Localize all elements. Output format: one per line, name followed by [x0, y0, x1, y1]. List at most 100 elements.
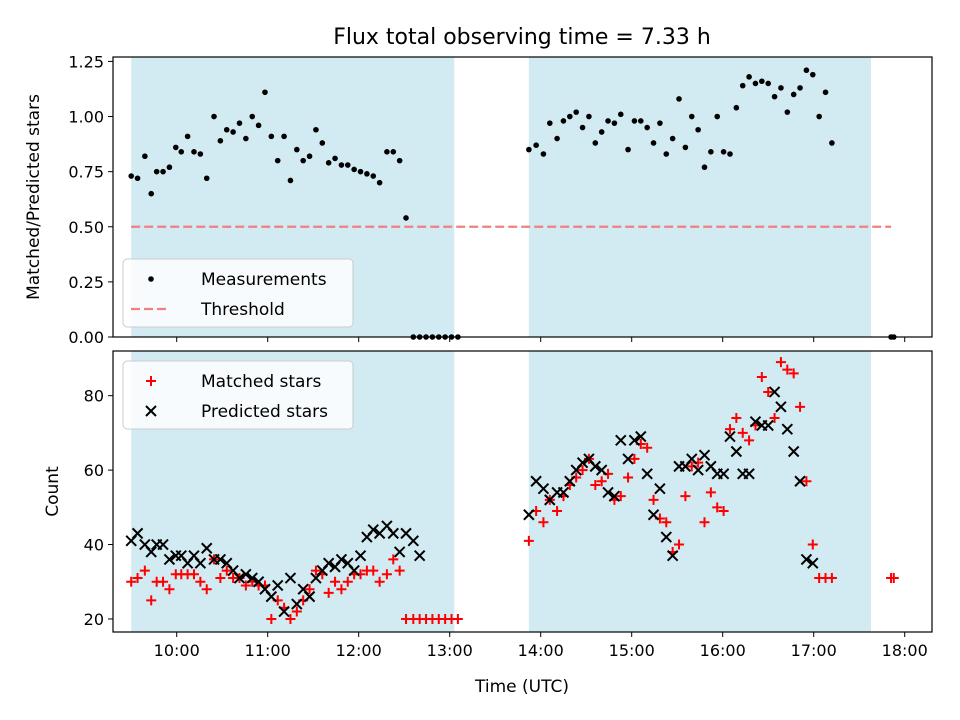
- data-point: [801, 476, 812, 487]
- data-point: [788, 368, 799, 379]
- data-point: [720, 149, 727, 155]
- legend-box: [122, 258, 354, 328]
- x-tick-label: 17:00: [791, 641, 837, 660]
- data-point: [602, 486, 614, 499]
- data-point: [657, 120, 663, 126]
- data-point: [577, 465, 588, 476]
- legend-marker: [148, 276, 154, 282]
- x-tick-label: 13:00: [427, 641, 473, 660]
- data-point: [215, 573, 226, 584]
- data-point: [533, 142, 539, 148]
- data-point: [724, 430, 736, 443]
- data-point: [641, 468, 653, 480]
- data-point: [323, 587, 334, 598]
- data-point: [336, 584, 347, 595]
- data-point: [592, 140, 599, 146]
- data-point: [348, 564, 360, 577]
- data-point: [617, 111, 624, 118]
- data-point: [608, 490, 621, 502]
- data-point: [344, 162, 351, 168]
- legend-box: [122, 360, 354, 430]
- data-point: [795, 401, 806, 412]
- data-point: [682, 144, 689, 151]
- data-point: [589, 460, 602, 473]
- data-point: [638, 118, 644, 124]
- data-point: [211, 113, 217, 120]
- x-tick-label: 18:00: [882, 641, 928, 660]
- data-point: [794, 475, 806, 487]
- data-point: [452, 613, 463, 624]
- data-point: [153, 168, 160, 175]
- x-tick-label: 15:00: [609, 641, 655, 660]
- bottom-panel: 20 40 60 80 10:00 11:00 12:00 13:00 14:00 15:00 16…: [43, 350, 933, 660]
- data-point: [255, 122, 262, 129]
- data-point: [526, 146, 532, 153]
- data-point: [816, 113, 822, 120]
- data-point: [654, 483, 666, 495]
- data-point: [560, 118, 567, 124]
- data-point: [765, 80, 771, 87]
- data-point: [712, 502, 723, 513]
- legend-label: Matched stars: [201, 372, 321, 392]
- data-point: [803, 67, 810, 74]
- data-point: [557, 486, 570, 499]
- data-point: [596, 476, 607, 487]
- data-point: [146, 595, 157, 606]
- data-point: [647, 509, 660, 521]
- data-point: [590, 479, 601, 490]
- y-tick-label: 0.25: [68, 273, 104, 292]
- data-point: [554, 135, 560, 142]
- data-point: [163, 553, 176, 566]
- data-point: [650, 140, 657, 146]
- data-point: [552, 506, 563, 517]
- data-point: [287, 177, 294, 184]
- data-point: [538, 517, 549, 528]
- data-point: [888, 573, 899, 584]
- data-point: [625, 146, 631, 153]
- data-point: [705, 487, 716, 498]
- y-tick-label: 0.00: [68, 328, 104, 347]
- data-point: [368, 565, 379, 576]
- data-point: [666, 549, 679, 562]
- data-point: [310, 565, 321, 576]
- data-point: [615, 434, 627, 447]
- legend-marker: [145, 405, 157, 417]
- data-point: [178, 149, 185, 155]
- data-point: [393, 546, 406, 558]
- data-point: [330, 576, 341, 587]
- data-point: [686, 453, 698, 465]
- data-point: [332, 155, 338, 162]
- data-point: [217, 137, 224, 144]
- data-point: [759, 78, 765, 85]
- shaded-interval-1: [528, 351, 872, 632]
- data-point: [688, 113, 695, 120]
- data-point: [240, 568, 252, 581]
- data-point: [826, 573, 837, 584]
- data-point: [829, 140, 835, 146]
- data-point: [214, 553, 227, 566]
- data-point: [230, 129, 236, 135]
- data-point: [717, 468, 730, 480]
- data-point: [195, 576, 206, 587]
- data-point: [731, 412, 742, 423]
- top-panel: 0.00 0.25 0.50 0.75 1.00 1.25 Matched/Predicte…: [24, 52, 933, 347]
- data-point: [778, 85, 784, 91]
- data-point: [567, 113, 573, 120]
- data-point: [342, 576, 353, 587]
- data-point: [739, 82, 746, 89]
- data-point: [303, 590, 316, 603]
- data-point: [128, 173, 134, 179]
- data-point: [576, 456, 589, 469]
- data-point: [313, 126, 319, 133]
- data-point: [660, 531, 672, 543]
- y-tick-label: 80: [84, 387, 104, 406]
- data-point: [663, 151, 670, 157]
- data-point: [284, 572, 297, 584]
- data-point: [631, 118, 638, 124]
- data-point: [351, 166, 357, 173]
- data-point: [733, 104, 740, 111]
- y-tick-label: 20: [84, 610, 104, 629]
- x-axis-label: Time (UTC): [474, 677, 569, 697]
- data-point: [233, 572, 246, 584]
